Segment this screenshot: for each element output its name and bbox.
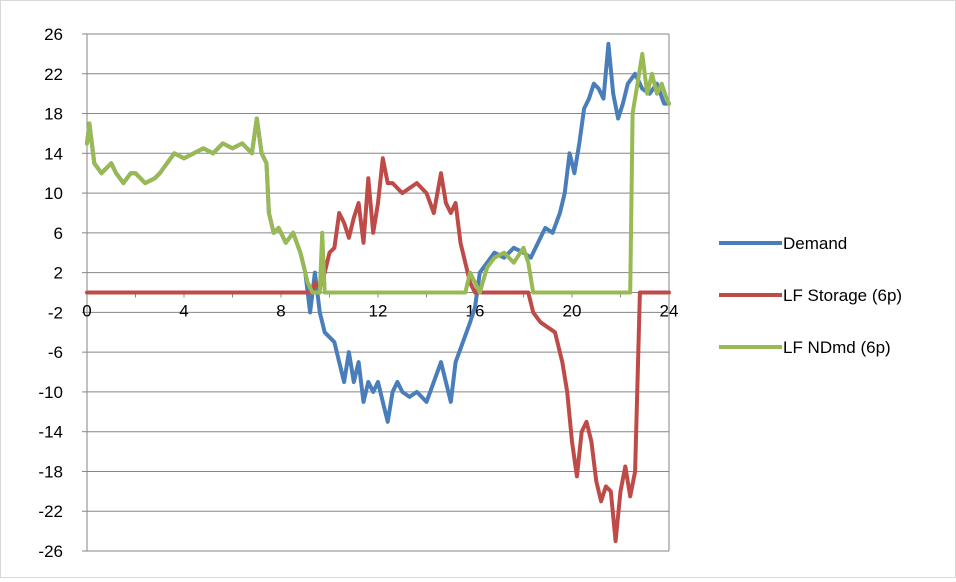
series-line-2	[85, 51, 671, 295]
x-tick-label: 8	[276, 302, 285, 321]
y-tick-label: -10	[38, 383, 63, 402]
legend: Demand LF Storage (6p) LF NDmd (6p)	[719, 234, 902, 357]
x-tick-label: 12	[369, 302, 388, 321]
y-tick-label: 22	[44, 65, 63, 84]
y-tick-label: -6	[48, 343, 63, 362]
x-tick-label: 4	[179, 302, 188, 321]
legend-label-0: Demand	[783, 234, 847, 253]
y-tick-label: 10	[44, 184, 63, 203]
series-line-1	[85, 156, 671, 544]
x-tick-label: 24	[660, 302, 679, 321]
y-tick-label: -2	[48, 303, 63, 322]
legend-label-1: LF Storage (6p)	[783, 286, 902, 305]
y-tick-label: 2	[54, 264, 63, 283]
x-tick-label: 20	[563, 302, 582, 321]
y-tick-label: -26	[38, 542, 63, 561]
y-tick-label: 18	[44, 105, 63, 124]
legend-label-2: LF NDmd (6p)	[783, 338, 891, 357]
y-tick-label: 14	[44, 144, 63, 163]
y-tick-label: -14	[38, 423, 63, 442]
y-tick-label: -22	[38, 502, 63, 521]
y-tick-label: -18	[38, 462, 63, 481]
y-tick-label: 26	[44, 25, 63, 44]
x-tick-label: 0	[82, 302, 91, 321]
series-lines	[85, 41, 671, 544]
y-tick-label: 6	[54, 224, 63, 243]
